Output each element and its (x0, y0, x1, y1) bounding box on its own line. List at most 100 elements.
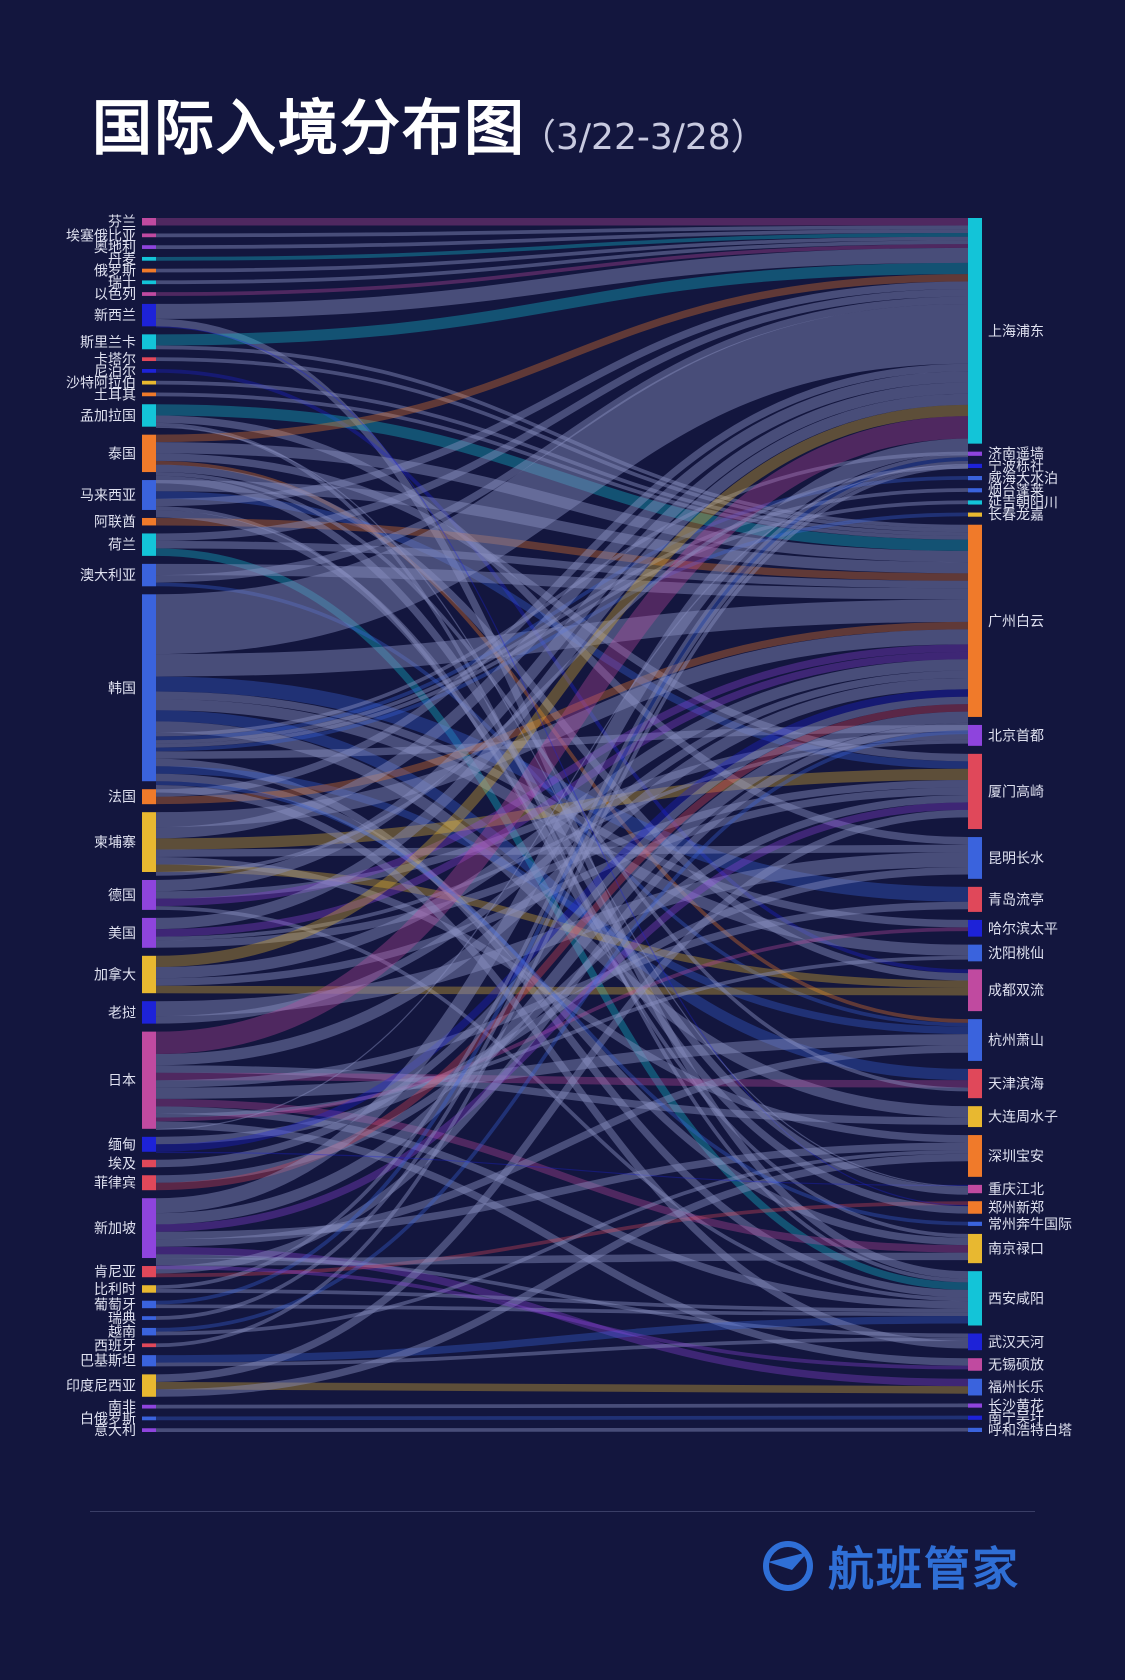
source-node-label: 奥地利 (94, 239, 136, 256)
target-node-bar (968, 1068, 982, 1099)
target-node-bar (968, 1271, 982, 1326)
sankey-link (155, 670, 969, 1024)
target-node-label: 南宁吴圩 (988, 1410, 1044, 1427)
sankey-link (155, 392, 969, 540)
sankey-diagram: 芬兰埃塞俄比亚奥地利丹麦俄罗斯瑞士以色列新西兰斯里兰卡卡塔尔尼泊尔沙特阿拉伯土耳… (66, 215, 1072, 1439)
source-node-label: 新加坡 (94, 1221, 136, 1237)
sankey-link (155, 1121, 969, 1366)
sankey-link (155, 696, 969, 1168)
sankey-link (155, 453, 969, 762)
sankey-link (155, 766, 969, 1035)
sankey-link (155, 1106, 969, 1309)
target-node-bar (968, 1415, 982, 1420)
source-node-label: 美国 (108, 926, 136, 942)
source-node-label: 泰国 (108, 446, 136, 462)
sankey-link (155, 651, 969, 937)
sankey-link (155, 644, 969, 907)
source-node-bar (142, 1001, 156, 1024)
source-node-bar (142, 1343, 156, 1348)
sankey-link (155, 393, 969, 930)
sankey-link (155, 438, 969, 1214)
source-node-bar (142, 268, 156, 273)
target-node-bar (968, 1403, 982, 1408)
sankey-link (155, 453, 969, 1289)
sankey-link (155, 426, 969, 1188)
sankey-link (155, 724, 969, 759)
source-node-label: 韩国 (108, 681, 136, 697)
sankey-link (155, 781, 969, 1226)
sankey-link (155, 866, 969, 1145)
sankey-link (155, 599, 969, 677)
target-node-bar (968, 753, 982, 830)
target-node-label: 北京首都 (988, 728, 1044, 744)
sankey-link (155, 460, 969, 1320)
target-node-bar (968, 1221, 982, 1226)
sankey-link (155, 465, 969, 876)
sankey-link (155, 1153, 969, 1397)
target-node-label: 延吉朝阳川 (988, 495, 1058, 511)
source-node-bar (142, 1316, 156, 1320)
sankey-link (155, 691, 969, 928)
sankey-link (155, 491, 969, 769)
source-node-label: 芬兰 (108, 215, 136, 231)
sankey-link (155, 732, 969, 899)
source-node-bar (142, 1285, 156, 1293)
date-range-subtitle: （3/22-3/28） (520, 117, 767, 158)
target-node-label: 呼和浩特白塔 (988, 1423, 1072, 1439)
sankey-link (155, 730, 969, 1332)
sankey-link (155, 1065, 969, 1125)
sankey-link (155, 1150, 969, 1336)
sankey-link (155, 809, 969, 1382)
sankey-link (155, 281, 969, 507)
sankey-link (155, 758, 969, 1298)
sankey-link (155, 676, 969, 902)
source-node-label: 瑞士 (108, 275, 136, 291)
source-node-bar (142, 1355, 156, 1367)
sankey-link (155, 985, 969, 996)
source-node-label: 卡塔尔 (94, 352, 136, 368)
target-node-bar (968, 886, 982, 912)
source-node-bar (142, 280, 156, 285)
sankey-link (155, 225, 969, 238)
source-node-bar (142, 1404, 156, 1409)
sankey-link (155, 711, 969, 1225)
sankey-link (155, 704, 969, 1191)
target-node-label: 南京禄口 (988, 1242, 1044, 1258)
sankey-link (155, 1316, 969, 1363)
target-node-label: 长春龙嘉 (988, 508, 1044, 524)
source-node-label: 孟加拉国 (80, 408, 136, 424)
sankey-link (155, 318, 969, 1279)
target-node-bar (968, 969, 982, 1012)
sankey-link (155, 1288, 969, 1313)
sankey-link (155, 1045, 969, 1247)
sankey-link (155, 768, 969, 850)
sankey-link (155, 512, 969, 752)
sankey-link (155, 629, 969, 828)
target-node-label: 上海浦东 (988, 324, 1044, 340)
sankey-link (155, 722, 969, 1274)
source-node-label: 越南 (108, 1325, 136, 1341)
source-node-bar (142, 789, 156, 805)
sankey-link (155, 1072, 969, 1088)
target-node-label: 成都双流 (988, 983, 1044, 999)
sankey-link (155, 476, 969, 741)
source-node-bar (142, 1136, 156, 1152)
target-node-bar (968, 524, 982, 717)
source-node-label: 柬埔寨 (94, 834, 136, 851)
sankey-link (155, 229, 969, 249)
source-node-bar (142, 1374, 156, 1397)
source-node-label: 埃及 (108, 1157, 136, 1173)
source-node-label: 菲律宾 (94, 1176, 136, 1192)
sankey-link (155, 363, 969, 797)
source-node-label: 斯里兰卡 (80, 335, 136, 351)
sankey-link (155, 262, 969, 346)
target-node-label: 深圳宝安 (988, 1149, 1044, 1165)
source-node-bar (142, 480, 156, 510)
sankey-link (155, 659, 969, 979)
sankey-link (155, 415, 969, 845)
sankey-link (155, 422, 969, 1283)
source-node-label: 南非 (108, 1400, 136, 1416)
sankey-link (155, 296, 969, 583)
source-node-bar (142, 334, 156, 350)
source-node-bar (142, 369, 156, 373)
